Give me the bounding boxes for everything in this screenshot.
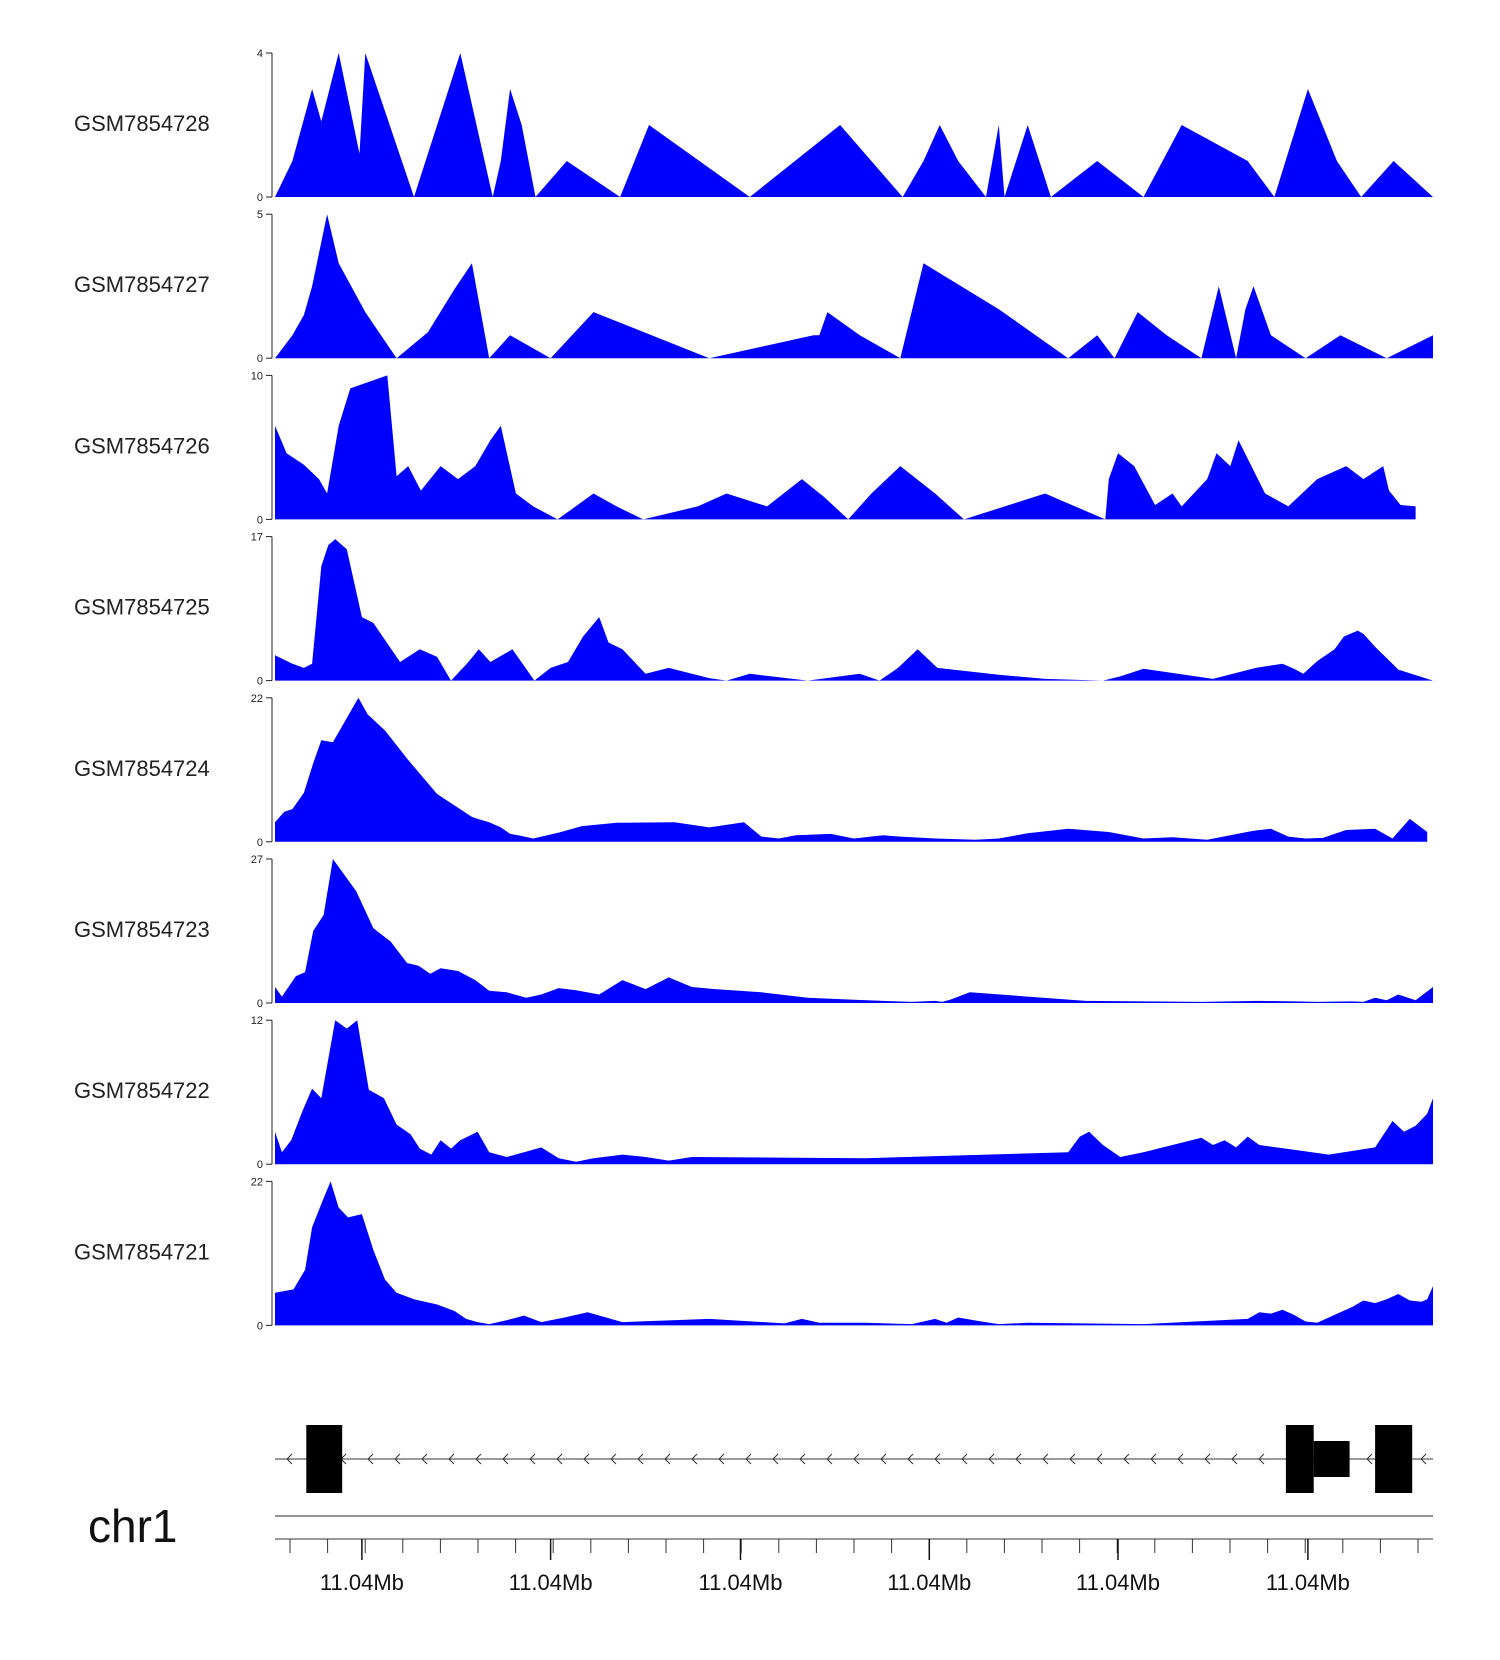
strand-arrow-icon [475, 1453, 482, 1465]
track-label: GSM7854728 [74, 111, 210, 136]
track-GSM7854721: 22 0 GSM7854721 [74, 1176, 1433, 1332]
strand-arrow-icon [448, 1453, 455, 1465]
strand-arrow-icon [637, 1453, 644, 1465]
coverage-area [275, 375, 1416, 520]
genome-axis: 11.04Mb 11.04Mb 11.04Mb 11.04Mb 11.04Mb 11.04… [275, 1515, 1433, 1595]
strand-arrow-icon [664, 1453, 671, 1465]
y-tick-label-min: 0 [257, 1159, 263, 1171]
strand-arrow-icon [502, 1453, 509, 1465]
track-label: GSM7854723 [74, 917, 210, 942]
strand-arrow-icon [1231, 1453, 1238, 1465]
track-GSM7854724: 22 0 GSM7854724 [74, 693, 1428, 849]
strand-arrow-icon [1150, 1453, 1157, 1465]
coverage-area [275, 697, 1428, 842]
strand-arrow-icon [1123, 1453, 1130, 1465]
y-tick-label-min: 0 [257, 676, 263, 688]
y-tick-label-min: 0 [257, 192, 263, 204]
y-tick-label-min: 0 [257, 1320, 263, 1332]
track-GSM7854728: 4 0 GSM7854728 [74, 48, 1433, 204]
strand-arrow-icon [1258, 1453, 1265, 1465]
utr-block [1313, 1441, 1350, 1477]
y-tick-label-min: 0 [257, 837, 263, 849]
y-tick-label-max: 4 [257, 48, 263, 60]
strand-arrow-icon [880, 1453, 887, 1465]
y-tick-label-min: 0 [257, 353, 263, 365]
strand-arrow-icon [1177, 1453, 1184, 1465]
coverage-area [275, 1020, 1433, 1165]
y-tick-label-max: 17 [251, 532, 263, 544]
x-tick-label: 11.04Mb [699, 1570, 783, 1595]
x-tick-label: 11.04Mb [1076, 1570, 1160, 1595]
coverage-area [275, 53, 1433, 197]
coverage-area [275, 1181, 1433, 1326]
coverage-area [275, 859, 1433, 1003]
strand-arrow-icon [961, 1453, 968, 1465]
coverage-area [275, 214, 1433, 359]
exon-block [1285, 1425, 1314, 1493]
track-GSM7854725: 17 0 GSM7854725 [74, 532, 1433, 688]
y-tick-label-max: 22 [251, 1176, 263, 1188]
y-tick-label-max: 5 [257, 209, 263, 221]
y-tick-label-max: 27 [251, 854, 263, 866]
coverage-area [275, 539, 1433, 681]
strand-arrow-icon [421, 1453, 428, 1465]
x-tick-label: 11.04Mb [509, 1570, 593, 1595]
y-tick-label-max: 12 [251, 1015, 263, 1027]
track-GSM7854722: 12 0 GSM7854722 [74, 1015, 1433, 1171]
strand-arrow-icon [745, 1453, 752, 1465]
exon-block [306, 1425, 343, 1493]
strand-arrow-icon [772, 1453, 779, 1465]
track-label: GSM7854721 [74, 1239, 210, 1264]
x-tick-label: 11.04Mb [320, 1570, 404, 1595]
strand-arrow-icon [1042, 1453, 1049, 1465]
strand-arrow-icon [1069, 1453, 1076, 1465]
y-tick-label-max: 22 [251, 693, 263, 705]
chromosome-label: chr1 [88, 1500, 177, 1552]
strand-arrow-icon [367, 1453, 374, 1465]
coverage-tracks: 4 0 GSM7854728 5 0 GSM7854727 10 0 GSM7854726 17 0… [74, 48, 1433, 1332]
y-tick-label-max: 10 [251, 370, 263, 382]
strand-arrow-icon [1096, 1453, 1103, 1465]
exon-block [1375, 1425, 1413, 1493]
strand-arrow-icon [529, 1453, 536, 1465]
track-label: GSM7854722 [74, 1078, 210, 1103]
y-tick-label-min: 0 [257, 514, 263, 526]
x-tick-label: 11.04Mb [887, 1570, 971, 1595]
track-label: GSM7854727 [74, 272, 210, 297]
gene-model-track [275, 1425, 1433, 1493]
strand-arrow-icon [853, 1453, 860, 1465]
strand-arrow-icon [1015, 1453, 1022, 1465]
strand-arrow-icon [988, 1453, 995, 1465]
strand-arrow-icon [907, 1453, 914, 1465]
strand-arrow-icon [934, 1453, 941, 1465]
strand-arrow-icon [1204, 1453, 1211, 1465]
track-label: GSM7854726 [74, 433, 210, 458]
strand-arrow-icon [583, 1453, 590, 1465]
strand-arrow-icon [394, 1453, 401, 1465]
strand-arrow-icon [691, 1453, 698, 1465]
x-tick-label: 11.04Mb [1266, 1570, 1350, 1595]
strand-arrow-icon [286, 1453, 293, 1465]
track-GSM7854723: 27 0 GSM7854723 [74, 854, 1433, 1010]
track-label: GSM7854724 [74, 756, 210, 781]
strand-arrow-icon [799, 1453, 806, 1465]
y-tick-label-min: 0 [257, 998, 263, 1010]
track-GSM7854726: 10 0 GSM7854726 [74, 370, 1416, 526]
strand-arrow-icon [718, 1453, 725, 1465]
strand-arrow-icon [1366, 1453, 1373, 1465]
strand-arrow-icon [1420, 1453, 1427, 1465]
strand-arrow-icon [826, 1453, 833, 1465]
strand-arrow-icon [610, 1453, 617, 1465]
strand-arrow-icon [556, 1453, 563, 1465]
track-GSM7854727: 5 0 GSM7854727 [74, 209, 1433, 365]
track-label: GSM7854725 [74, 595, 210, 620]
